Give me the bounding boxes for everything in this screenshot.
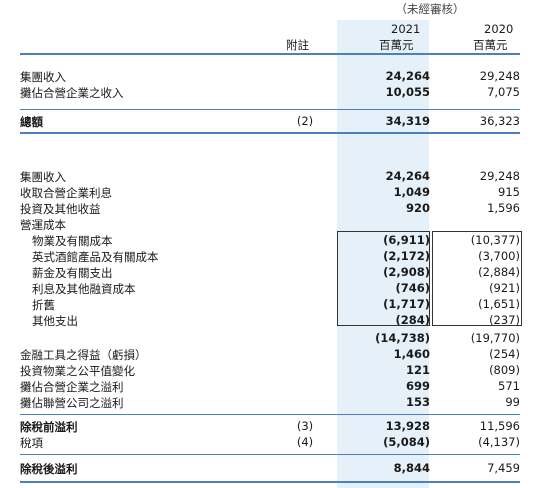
row-note: (4) [296, 435, 314, 449]
row-value-2021: 8,844 [393, 461, 430, 475]
row-value-2021: 121 [405, 363, 430, 377]
row-value-2020: 1,596 [487, 201, 520, 215]
row-value-2020: (809) [489, 363, 520, 377]
row-value-2021: 153 [405, 395, 430, 409]
row-value-2021: 1,049 [393, 185, 430, 199]
row-label: 攤佔合營企業之收入 [20, 86, 124, 100]
table-row: 營運成本 [20, 217, 520, 233]
row-value-2021: 24,264 [385, 169, 430, 183]
row-label: 金融工具之得益（虧損） [20, 348, 147, 362]
row-value-2021: 13,928 [385, 419, 430, 433]
row-value-2020: (3,700) [478, 249, 520, 263]
table-row: 集團收入 24,264 29,248 [20, 69, 520, 85]
row-value-2020: (2,884) [478, 265, 520, 279]
table-row: 投資物業之公平值變化 121 (809) [20, 363, 520, 379]
row-value-2020: 11,596 [479, 419, 520, 433]
row-value-2021: 34,319 [385, 114, 430, 128]
header-rule [20, 53, 520, 55]
row-value-2020: 7,075 [487, 85, 520, 99]
subtotal-value-2021: (14,738) [375, 331, 430, 345]
row-label: 投資物業之公平值變化 [20, 364, 135, 378]
row-label: 折舊 [32, 298, 55, 312]
row-value-2020: (921) [489, 281, 520, 295]
row-value-2021: 699 [405, 379, 430, 393]
row-value-2021: 10,055 [385, 85, 430, 99]
table-row: 收取合營企業利息 1,049 915 [20, 185, 520, 201]
unit-2021-header: 百萬元 [379, 38, 414, 52]
subtotal-value-2020: (19,770) [470, 331, 520, 345]
row-value-2021: (5,084) [383, 435, 430, 449]
pbt-top-rule [20, 414, 520, 415]
row-label: 利息及其他融資成本 [32, 282, 136, 296]
row-value-2020: 571 [498, 379, 520, 393]
unaudited-note: （未經審核） [395, 2, 465, 16]
cost-box-2020 [432, 231, 522, 326]
row-label: 集團收入 [20, 170, 66, 184]
row-value-2020: (1,651) [478, 297, 520, 311]
row-value-2020: (254) [489, 347, 520, 361]
row-value-2020: (237) [489, 313, 520, 327]
subtotal-row: (14,738) (19,770) [20, 331, 520, 347]
row-value-2020: (10,377) [470, 233, 520, 247]
row-value-2021: (284) [395, 313, 430, 327]
table-row: 投資及其他收益 920 1,596 [20, 201, 520, 217]
row-label: 除稅前溢利 [20, 420, 78, 434]
table-row: 物業及有關成本 (6,911) (10,377) [20, 233, 520, 249]
row-label: 集團收入 [20, 70, 66, 84]
row-value-2020: (4,137) [478, 435, 520, 449]
table-row: 利息及其他融資成本 (746) (921) [20, 281, 520, 297]
row-value-2021: (6,911) [383, 233, 430, 247]
row-note: (3) [296, 419, 314, 433]
total-bottom-rule [20, 132, 520, 134]
table-row: 攤佔聯營公司之溢利 153 99 [20, 395, 520, 411]
row-label: 投資及其他收益 [20, 202, 101, 216]
unit-2020-header: 百萬元 [473, 38, 508, 52]
cost-box-2021 [337, 231, 430, 326]
row-value-2021: (2,172) [383, 249, 430, 263]
row-value-2021: 920 [405, 201, 430, 215]
row-value-2021: 24,264 [385, 69, 430, 83]
pat-top-rule [20, 454, 520, 455]
table-row: 其他支出 (284) (237) [20, 313, 520, 329]
table-row: 集團收入 24,264 29,248 [20, 169, 520, 185]
row-label: 攤佔聯營公司之溢利 [20, 396, 124, 410]
row-label: 薪金及有關支出 [32, 266, 113, 280]
row-label: 除稅後溢利 [20, 462, 78, 476]
table-row: 折舊 (1,717) (1,651) [20, 297, 520, 313]
row-value-2021: (746) [395, 281, 430, 295]
year-2020-header: 2020 [484, 22, 514, 36]
row-label: 收取合營企業利息 [20, 186, 112, 200]
row-value-2020: 915 [498, 185, 520, 199]
profit-after-tax-row: 除稅後溢利 8,844 7,459 [20, 461, 520, 477]
table-row: 攤佔合營企業之收入 10,055 7,075 [20, 85, 520, 101]
row-label: 稅項 [20, 436, 43, 450]
total-top-rule [20, 109, 520, 110]
notes-column-header: 附註 [286, 38, 309, 52]
current-year-column-shading [337, 20, 429, 488]
tax-row: 稅項 (4) (5,084) (4,137) [20, 435, 520, 451]
row-label: 總額 [20, 115, 43, 129]
row-note: (2) [296, 114, 314, 128]
row-value-2021: (2,908) [383, 265, 430, 279]
row-value-2021: (1,717) [383, 297, 430, 311]
row-value-2020: 7,459 [487, 461, 520, 475]
row-value-2020: 36,323 [479, 114, 520, 128]
table-row: 薪金及有關支出 (2,908) (2,884) [20, 265, 520, 281]
row-label: 營運成本 [20, 218, 66, 232]
row-label: 物業及有關成本 [32, 234, 113, 248]
profit-before-tax-row: 除稅前溢利 (3) 13,928 11,596 [20, 419, 520, 435]
row-label: 英式酒館產品及有關成本 [32, 250, 159, 264]
row-value-2020: 29,248 [479, 69, 520, 83]
row-value-2020: 29,248 [479, 169, 520, 183]
year-2021-header: 2021 [391, 22, 421, 36]
row-value-2021: 1,460 [393, 347, 430, 361]
table-row: 攤佔合營企業之溢利 699 571 [20, 379, 520, 395]
row-label: 攤佔合營企業之溢利 [20, 380, 124, 394]
table-row: 金融工具之得益（虧損） 1,460 (254) [20, 347, 520, 363]
total-row: 總額 (2) 34,319 36,323 [20, 114, 520, 130]
pat-bottom-rule [20, 481, 520, 483]
row-label: 其他支出 [32, 314, 78, 328]
row-value-2020: 99 [505, 395, 520, 409]
table-row: 英式酒館產品及有關成本 (2,172) (3,700) [20, 249, 520, 265]
